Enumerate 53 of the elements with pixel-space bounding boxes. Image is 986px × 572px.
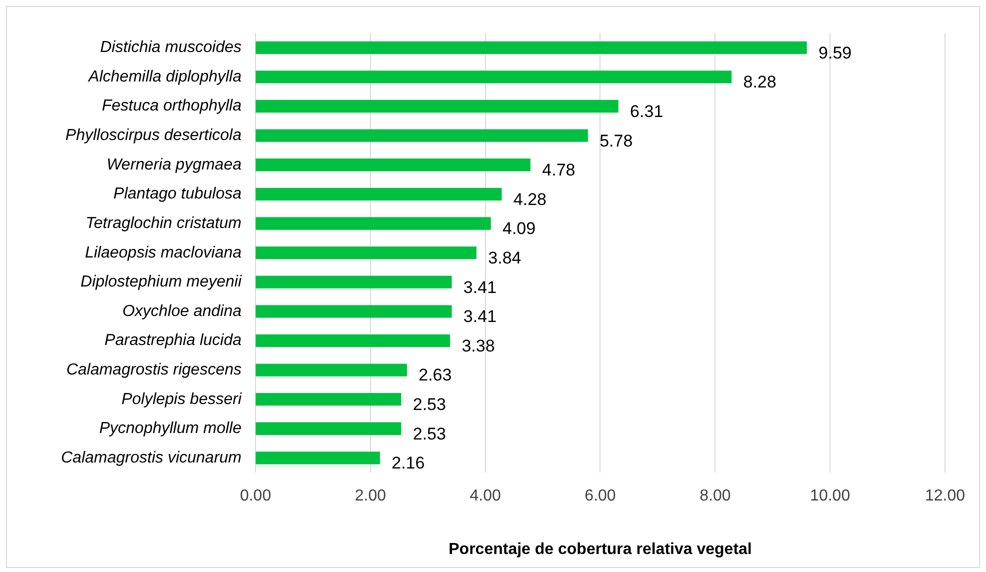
- bar: [256, 70, 732, 84]
- bar: [256, 452, 380, 464]
- data-label: 3.38: [462, 336, 495, 356]
- bar: [256, 41, 807, 54]
- data-label: 2.63: [418, 366, 452, 385]
- bar: [256, 217, 491, 230]
- bar: [256, 422, 402, 435]
- x-tick-label: 10.00: [810, 488, 850, 505]
- bar: [256, 393, 402, 406]
- bar: [256, 276, 452, 288]
- data-label: 8.28: [743, 72, 776, 92]
- y-tick-label: Tetraglochin cristatum: [86, 214, 242, 232]
- bar: [256, 334, 450, 348]
- data-label: 6.31: [630, 102, 664, 121]
- x-tick-label: 6.00: [584, 488, 616, 505]
- data-label: 3.84: [488, 248, 522, 268]
- bar: [256, 305, 452, 318]
- x-axis-title: Porcentaje de cobertura relativa vegetal: [448, 540, 752, 558]
- data-label: 2.53: [412, 395, 446, 414]
- data-label: 9.59: [818, 43, 852, 62]
- x-tick-label: 12.00: [924, 488, 966, 505]
- data-label: 4.78: [542, 160, 576, 180]
- data-label: 3.41: [463, 307, 497, 326]
- y-tick-label: Phylloscirpus deserticola: [65, 127, 242, 144]
- x-tick-label: 2.00: [354, 488, 386, 505]
- y-tick-label: Parastrephia lucida: [104, 332, 242, 350]
- data-label: 4.09: [502, 219, 536, 238]
- data-label: 2.53: [412, 424, 446, 444]
- data-label: 5.78: [600, 131, 633, 150]
- y-tick-label: Distichia muscoides: [100, 39, 242, 56]
- bar: [256, 364, 407, 376]
- data-label: 4.28: [513, 190, 547, 209]
- bar: [256, 188, 502, 201]
- x-tick-label: 0.00: [240, 488, 272, 505]
- bar: [256, 100, 618, 113]
- x-tick-label: 8.00: [700, 488, 731, 505]
- y-tick-label: Oxychloe andina: [122, 302, 242, 320]
- y-tick-label: Pycnophyllum molle: [99, 420, 242, 438]
- y-tick-label: Calamagrostis vicunarum: [60, 449, 242, 466]
- bar: [256, 246, 476, 260]
- bar: [256, 129, 588, 142]
- y-tick-label: Diplostephium meyenii: [80, 274, 242, 291]
- y-tick-label: Plantago tubulosa: [113, 186, 242, 203]
- bar: [256, 158, 530, 172]
- y-tick-label: Polylepis besseri: [121, 390, 242, 408]
- x-tick-label: 4.00: [470, 488, 502, 505]
- y-tick-label: Werneria pygmaea: [106, 156, 242, 174]
- data-label: 3.41: [463, 278, 497, 297]
- data-label: 2.16: [392, 454, 425, 473]
- y-tick-label: Calamagrostis rigescens: [66, 361, 242, 378]
- y-tick-label: Lilaeopsis macloviana: [84, 244, 242, 262]
- y-tick-label: Alchemilla diplophylla: [88, 68, 242, 86]
- y-tick-label: Festuca orthophylla: [102, 98, 242, 115]
